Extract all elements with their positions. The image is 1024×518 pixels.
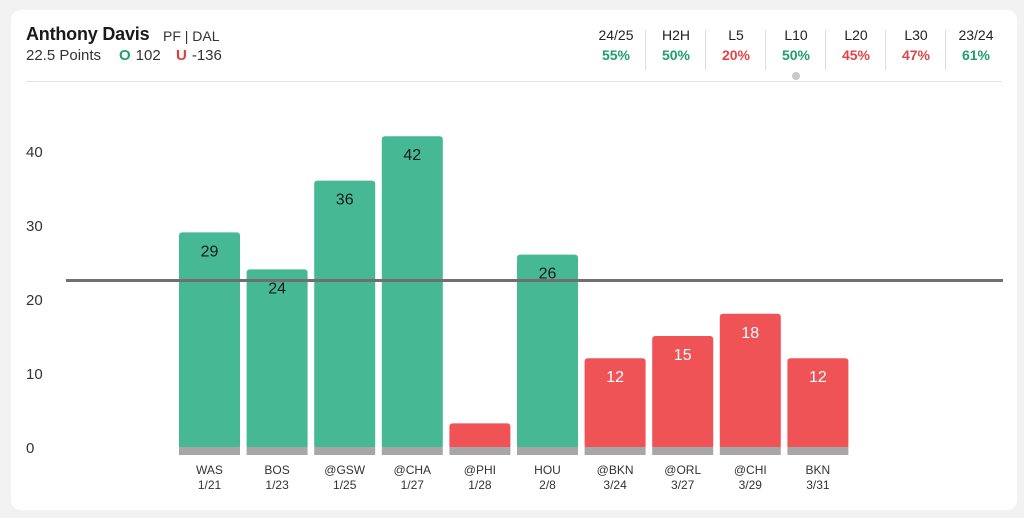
stat-tab-divider — [885, 30, 886, 70]
bar[interactable] — [719, 313, 781, 449]
stat-tab-label: L5 — [728, 27, 744, 43]
stat-tab-value: 61% — [961, 47, 991, 63]
x-tick-opponent: @ORL — [664, 463, 701, 477]
stat-tab-l20[interactable]: L20 45% — [826, 16, 886, 66]
bar-base — [584, 447, 646, 455]
x-tick-opponent: HOU — [534, 463, 561, 477]
bar-value-label: 12 — [809, 369, 827, 386]
bar[interactable] — [179, 232, 240, 449]
bar[interactable] — [449, 423, 511, 449]
bar[interactable] — [246, 269, 308, 449]
stat-tab-label: L20 — [844, 27, 868, 43]
x-tick-date: 1/21 — [198, 478, 222, 492]
stat-tab-l5[interactable]: L5 20% — [706, 16, 766, 66]
bar-base — [381, 447, 443, 455]
stat-tab-divider — [645, 30, 646, 70]
under-odds[interactable]: U -136 — [176, 47, 222, 64]
x-tick-opponent: BOS — [264, 463, 289, 477]
stat-tab-23-24[interactable]: 23/24 61% — [946, 16, 1006, 66]
bar[interactable] — [787, 358, 849, 449]
stat-tab-label: L30 — [904, 27, 928, 43]
x-tick-date: 3/29 — [739, 478, 763, 492]
stat-tab-label: H2H — [661, 27, 690, 43]
bar-value-label: 36 — [336, 192, 354, 209]
stat-tab-label: 24/25 — [598, 27, 634, 43]
x-tick-date: 2/8 — [539, 478, 556, 492]
over-odds-value: 102 — [135, 47, 161, 64]
player-position-team: PF | DAL — [163, 28, 220, 44]
stat-tab-divider — [705, 30, 706, 70]
x-tick-opponent: @CHI — [734, 463, 767, 477]
x-tick-opponent: @BKN — [597, 463, 634, 477]
x-tick-opponent: BKN — [806, 463, 831, 477]
x-tick-opponent: @PHI — [464, 463, 496, 477]
bar-base — [179, 447, 240, 455]
stat-tab-label: 23/24 — [958, 27, 994, 43]
bar[interactable] — [381, 136, 443, 449]
bar-value-label: 42 — [403, 147, 421, 164]
active-tab-indicator — [792, 72, 800, 80]
bar-value-label: 29 — [201, 243, 219, 260]
bar-value-label: 26 — [539, 266, 557, 283]
bar[interactable] — [652, 336, 714, 449]
bar-value-label: 12 — [606, 369, 624, 386]
x-tick-date: 3/27 — [671, 478, 695, 492]
y-tick-label: 0 — [26, 440, 34, 457]
stat-tab-divider — [825, 30, 826, 70]
x-tick-date: 3/24 — [603, 478, 627, 492]
x-tick-date: 1/28 — [468, 478, 492, 492]
stat-tab-value: 45% — [841, 47, 871, 63]
bar-base — [314, 447, 376, 455]
prop-line: 22.5 Points — [26, 47, 102, 64]
stat-tab-24-25[interactable]: 24/25 55% — [586, 16, 646, 66]
stat-tab-value: 20% — [721, 47, 751, 63]
bar-base — [787, 447, 849, 455]
stat-tab-value: 47% — [901, 47, 931, 63]
under-odds-value: -136 — [191, 47, 222, 64]
bar-base — [719, 447, 781, 455]
bar-base — [246, 447, 308, 455]
stat-tab-h2h[interactable]: H2H 50% — [646, 16, 706, 66]
stat-tab-value: 50% — [661, 47, 691, 63]
x-tick-date: 1/27 — [401, 478, 425, 492]
player-name: Anthony Davis — [26, 24, 150, 44]
over-odds[interactable]: O 102 — [119, 47, 161, 64]
bar-base — [517, 447, 578, 455]
stat-tab-value: 50% — [781, 47, 811, 63]
under-mark: U — [176, 47, 187, 64]
y-tick-label: 20 — [26, 292, 43, 309]
stat-tab-l30[interactable]: L30 47% — [886, 16, 946, 66]
stat-tab-divider — [945, 30, 946, 70]
bar[interactable] — [584, 358, 646, 449]
bar-value-label: 18 — [741, 325, 759, 342]
x-tick-opponent: WAS — [196, 463, 223, 477]
y-tick-label: 30 — [26, 218, 43, 235]
stat-tab-value: 55% — [601, 47, 631, 63]
bar-value-label: 24 — [268, 280, 286, 297]
x-tick-date: 3/31 — [806, 478, 830, 492]
chart-card: Anthony Davis PF | DAL 22.5 Points O 102 … — [11, 10, 1017, 510]
x-tick-date: 1/23 — [265, 478, 289, 492]
x-tick-date: 1/25 — [333, 478, 357, 492]
bar-base — [652, 447, 714, 455]
header-divider — [26, 81, 1002, 82]
y-tick-label: 10 — [26, 366, 43, 383]
y-tick-label: 40 — [26, 144, 43, 161]
x-tick-opponent: @GSW — [324, 463, 366, 477]
stat-tab-l10[interactable]: L10 50% — [766, 16, 826, 66]
x-tick-opponent: @CHA — [394, 463, 432, 477]
bar-base — [449, 447, 511, 455]
stat-tab-divider — [765, 30, 766, 70]
bar-value-label: 15 — [674, 347, 692, 364]
over-mark: O — [119, 47, 131, 64]
bar[interactable] — [314, 180, 376, 449]
bar[interactable] — [517, 254, 578, 449]
stat-tab-label: L10 — [784, 27, 808, 43]
